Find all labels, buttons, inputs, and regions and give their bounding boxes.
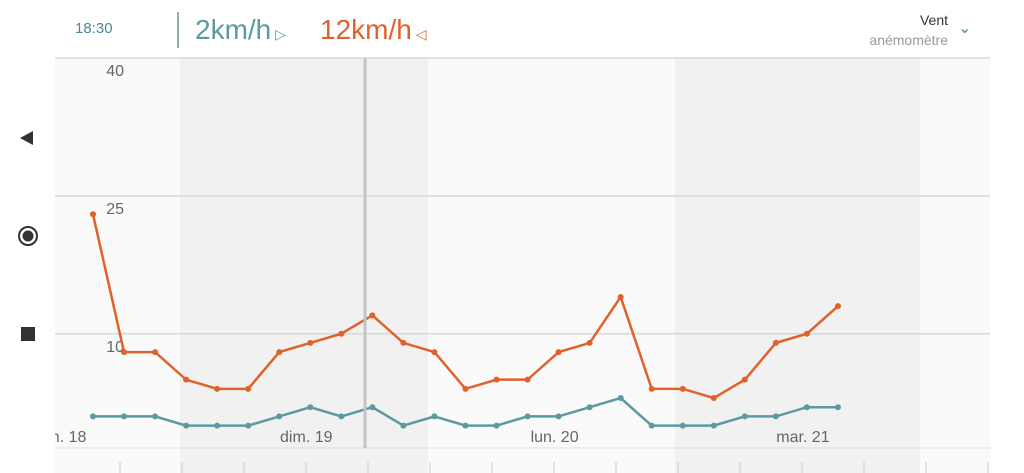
day-band [180,58,428,473]
home-button-dot [22,230,34,242]
data-point [741,376,748,383]
data-point [586,404,593,411]
data-point [369,404,376,411]
day-band [675,58,920,473]
arrow-icon: ◁ [411,26,427,42]
sensor-name[interactable]: anémomètre [869,32,948,48]
data-point [276,413,283,420]
data-point [183,376,190,383]
data-point [493,376,500,383]
data-point [245,422,252,429]
data-point [307,404,314,411]
home-button[interactable] [18,226,38,246]
data-point [400,422,407,429]
data-point [834,303,841,310]
x-tick-label: mar. 21 [776,429,829,446]
data-point [152,349,159,356]
data-point [803,404,810,411]
data-point [338,413,345,420]
data-point [307,339,314,346]
data-point [214,422,221,429]
recent-button[interactable] [21,327,35,341]
data-point [183,422,190,429]
time: 18:30 [75,20,113,37]
data-point [617,395,624,402]
data-point [679,385,686,392]
y-tick-label: 25 [106,201,124,218]
data-point [555,349,562,356]
reading-high: 12km/h ◁ [320,14,426,46]
data-point [276,349,283,356]
dropdown-chevron[interactable]: ⌄ [958,20,972,37]
data-point [431,349,438,356]
data-point [648,385,655,392]
data-point [648,422,655,429]
arrow-icon: ▷ [271,26,286,42]
data-point [772,413,779,420]
data-point [462,385,469,392]
data-point [710,422,717,429]
data-point [152,413,159,420]
data-point [586,339,593,346]
data-point [524,376,531,383]
y-tick-label: 40 [106,63,124,80]
data-point [121,413,128,420]
reading-high-text: 12km/h [320,14,412,45]
data-point [90,413,96,420]
data-point [493,422,500,429]
data-point [214,385,221,392]
back-button[interactable] [20,131,33,145]
data-point [803,330,810,337]
data-point [245,385,252,392]
x-tick-label: sam. 18 [29,429,86,446]
data-point [462,422,469,429]
data-point [617,293,624,300]
data-point [555,413,562,420]
data-point [369,312,376,319]
data-point [338,330,345,337]
data-point [679,422,686,429]
reading-low-text: 2km/h [195,14,272,45]
y-tick-label: 10 [106,339,124,356]
data-point [524,413,531,420]
data-point [710,395,717,402]
sensor-title: Vent [919,12,948,28]
x-tick-label: lun. 20 [531,429,579,446]
plot: 10 25 40 dim. 19 lun. 20 mar. 21 sam. 18 [29,57,990,473]
data-point [90,211,96,218]
data-point [772,339,779,346]
data-point [400,339,407,346]
x-tick-label: dim. 19 [280,429,333,446]
data-point [431,413,438,420]
data-point [834,404,841,411]
data-point [741,413,748,420]
divider [177,12,179,48]
data-point [121,349,128,356]
reading-low: 2km/h ▷ [195,14,286,46]
